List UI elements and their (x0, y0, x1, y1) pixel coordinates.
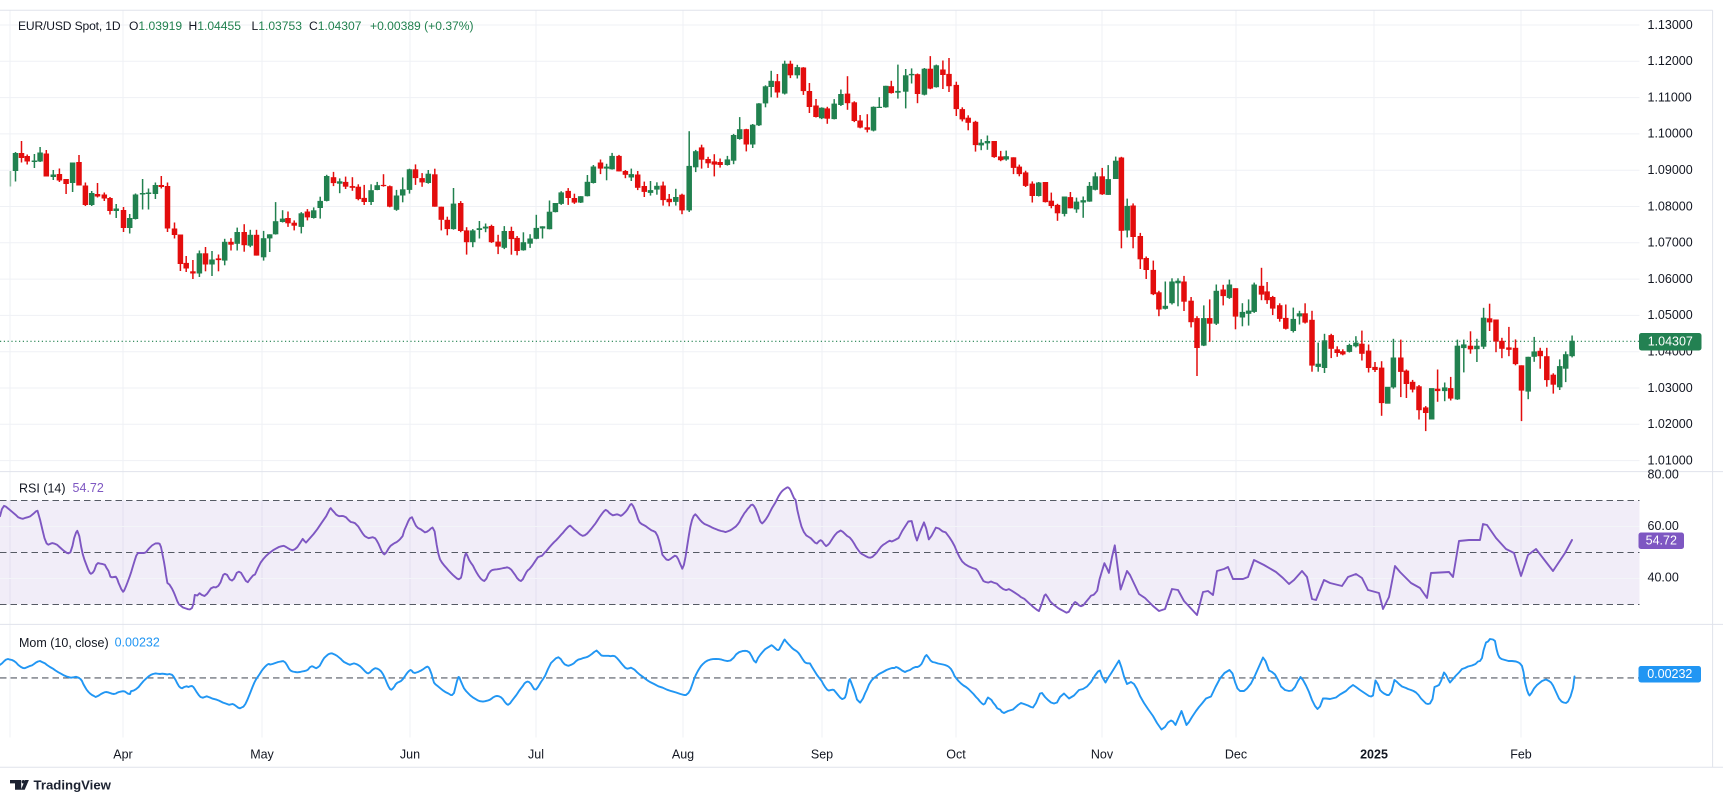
svg-text:RSI (14)54.72: RSI (14) 54.72 (19, 481, 104, 495)
svg-text:1.08000: 1.08000 (1648, 199, 1693, 213)
svg-text:80.00: 80.00 (1648, 468, 1679, 482)
svg-text:Sep: Sep (811, 747, 833, 761)
svg-text:Oct: Oct (946, 747, 966, 761)
svg-text:1.06000: 1.06000 (1648, 272, 1693, 286)
svg-text:May: May (250, 747, 274, 761)
svg-text:1.01000: 1.01000 (1648, 453, 1693, 467)
svg-text:Jun: Jun (400, 747, 420, 761)
svg-text:Mom (10, close)0.00232: Mom (10, close) 0.00232 (19, 636, 160, 650)
svg-text:1.05000: 1.05000 (1648, 308, 1693, 322)
svg-text:1.11000: 1.11000 (1648, 90, 1692, 104)
svg-text:60.00: 60.00 (1648, 519, 1679, 533)
svg-text:Nov: Nov (1091, 747, 1114, 761)
svg-text:1.07000: 1.07000 (1648, 236, 1693, 250)
svg-text:Feb: Feb (1510, 747, 1532, 761)
svg-text:1.12000: 1.12000 (1648, 54, 1693, 68)
svg-text:O1.03919: O1.03919 (129, 19, 182, 33)
svg-text:Jul: Jul (528, 747, 544, 761)
svg-text:EUR/USD Spot, 1D: EUR/USD Spot, 1D (18, 19, 121, 33)
svg-text:0.00232: 0.00232 (1647, 667, 1692, 681)
svg-text:40.00: 40.00 (1648, 571, 1679, 585)
svg-text:1.13000: 1.13000 (1648, 18, 1693, 32)
svg-text:Aug: Aug (672, 747, 694, 761)
svg-text:1.03000: 1.03000 (1648, 381, 1693, 395)
svg-text:1.09000: 1.09000 (1648, 163, 1693, 177)
svg-text:1.10000: 1.10000 (1648, 127, 1693, 141)
svg-text:TradingView: TradingView (34, 777, 112, 792)
svg-text:1.04307: 1.04307 (1648, 335, 1693, 349)
svg-text:+0.00389 (+0.37%): +0.00389 (+0.37%) (370, 19, 474, 33)
svg-text:H1.04455: H1.04455 (189, 19, 242, 33)
svg-text:Dec: Dec (1225, 747, 1247, 761)
svg-text:L1.03753: L1.03753 (252, 19, 303, 33)
svg-text:1.02000: 1.02000 (1648, 417, 1693, 431)
svg-text:Apr: Apr (113, 747, 132, 761)
svg-text:C1.04307: C1.04307 (309, 19, 362, 33)
svg-text:2025: 2025 (1360, 747, 1388, 761)
svg-text:54.72: 54.72 (1646, 534, 1677, 548)
